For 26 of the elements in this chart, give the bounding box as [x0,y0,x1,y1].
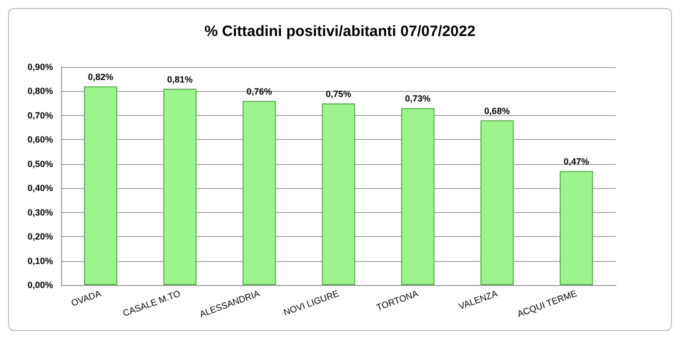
bar [480,120,514,285]
y-tick-label: 0,70% [27,110,53,120]
y-tick-label: 0,00% [27,280,53,290]
data-label: 0,68% [484,106,510,116]
y-tick-label: 0,30% [27,207,53,218]
y-tick-label: 0,60% [27,134,53,145]
y-tick-label: 0,90% [27,62,53,72]
data-label: 0,82% [88,72,114,82]
bar [163,88,197,285]
bar [560,171,594,285]
y-tick-label: 0,40% [27,183,53,194]
y-tick-label: 0,80% [27,86,53,96]
y-tick-label: 0,10% [27,256,53,266]
y-tick-label: 0,20% [27,232,53,242]
y-tick-label: 0,50% [27,158,53,169]
data-label: 0,75% [326,88,352,99]
data-label: 0,47% [564,156,590,167]
bar [401,108,434,285]
data-label: 0,81% [167,74,193,84]
bar [242,100,276,285]
bar [84,86,118,285]
data-label: 0,73% [405,94,431,104]
data-label: 0,76% [246,86,272,96]
chart-title: % Cittadini positivi/abitanti 07/07/2022 [204,23,476,40]
x-tick-label: OVADA [70,288,102,308]
bar [322,103,356,285]
